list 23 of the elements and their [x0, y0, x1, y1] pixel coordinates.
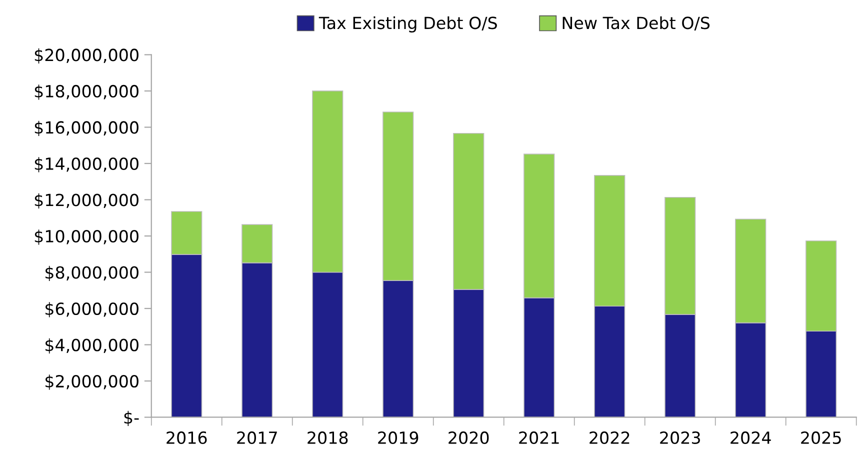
legend-label: New Tax Debt O/S: [562, 16, 710, 31]
x-tick-label: 2016: [166, 431, 207, 444]
y-tick-label: $16,000,000: [34, 120, 138, 136]
y-tick-label: $2,000,000: [46, 374, 138, 390]
y-tick-label: $18,000,000: [34, 84, 138, 100]
x-tick-label: 2025: [801, 431, 841, 444]
x-tick-label: 2020: [448, 431, 489, 444]
y-tick-label: $-: [124, 410, 139, 426]
y-tick-label: $4,000,000: [46, 338, 138, 354]
y-tick-label: $6,000,000: [46, 302, 138, 318]
x-tick-label: 2022: [590, 431, 630, 444]
x-tick-label: 2024: [730, 431, 771, 444]
x-tick-label: 2018: [308, 431, 348, 444]
y-tick-label: $8,000,000: [46, 266, 138, 282]
x-tick-label: 2017: [237, 431, 277, 444]
x-tick-label: 2021: [519, 431, 559, 444]
y-tick-label: $12,000,000: [34, 193, 138, 209]
x-tick-label: 2019: [378, 431, 418, 444]
y-tick-label: $10,000,000: [34, 230, 138, 245]
y-tick-label: $20,000,000: [34, 48, 138, 64]
x-tick-label: 2023: [660, 431, 700, 444]
legend-label: Tax Existing Debt O/S: [318, 16, 497, 32]
y-tick-label: $14,000,000: [34, 157, 138, 172]
